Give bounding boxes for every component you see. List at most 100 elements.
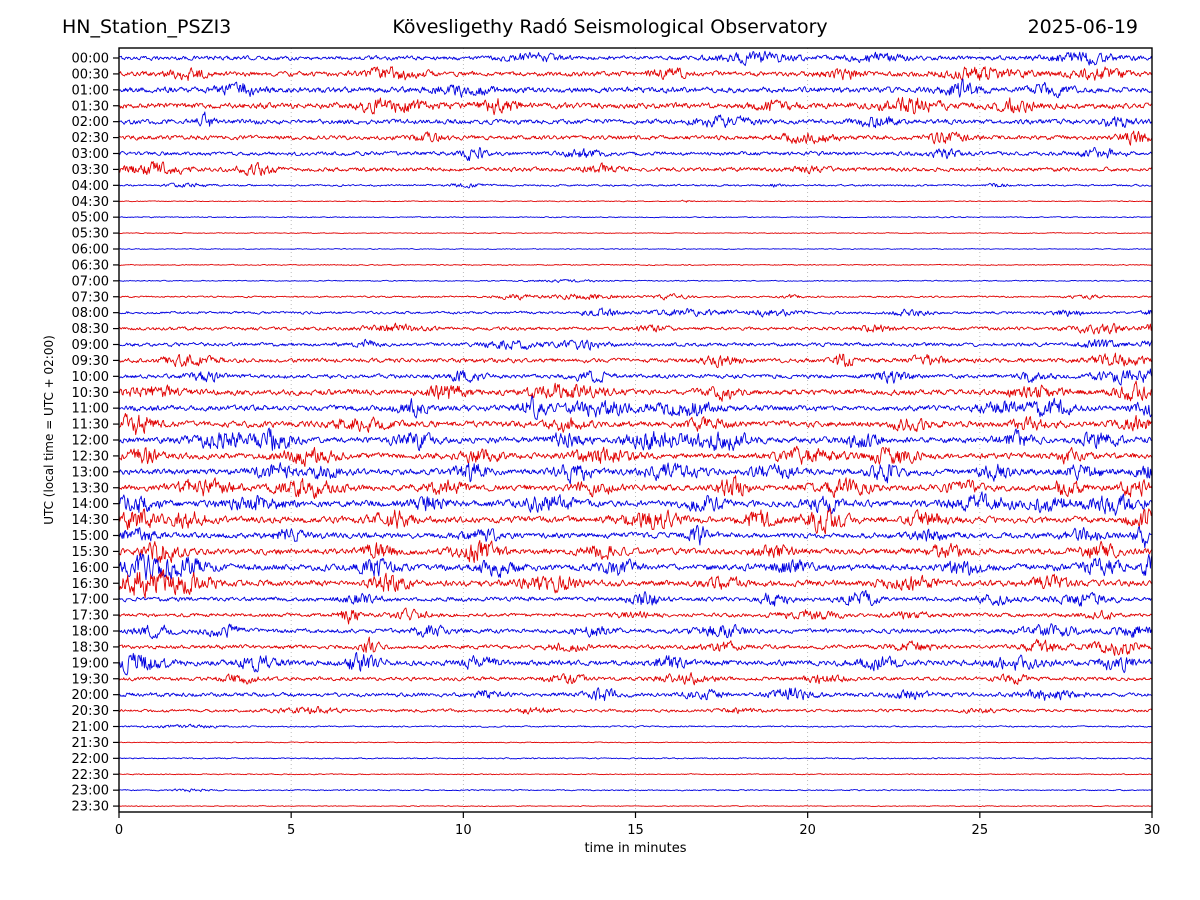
trace-row-14:00 — [118, 491, 1153, 516]
y-tick-label: 07:30 — [72, 290, 109, 305]
trace-row-17:00 — [118, 589, 1153, 607]
y-tick-label: 08:30 — [72, 322, 109, 337]
trace-row-03:00 — [118, 146, 1153, 162]
trace-row-23:30 — [118, 805, 1153, 808]
y-tick-label: 00:30 — [72, 67, 109, 82]
y-tick-label: 14:00 — [72, 497, 109, 512]
x-axis-label: time in minutes — [584, 841, 686, 856]
y-tick-label: 20:30 — [72, 704, 109, 719]
trace-row-05:00 — [118, 216, 1153, 219]
trace-row-21:00 — [118, 723, 1153, 729]
trace-row-20:00 — [118, 687, 1153, 702]
y-tick-label: 22:30 — [72, 768, 109, 783]
trace-row-02:30 — [118, 130, 1153, 146]
y-tick-label: 00:00 — [72, 52, 109, 67]
y-tick-label: 12:00 — [72, 434, 109, 449]
trace-row-11:30 — [118, 412, 1153, 436]
trace-row-07:30 — [118, 293, 1153, 301]
y-tick-label: 23:30 — [72, 800, 109, 815]
y-tick-label: 17:00 — [72, 593, 109, 608]
trace-row-13:00 — [118, 462, 1153, 485]
x-tick-label: 15 — [627, 823, 644, 838]
y-tick-label: 04:30 — [72, 195, 109, 210]
trace-row-16:00 — [118, 552, 1153, 581]
x-tick-label: 0 — [115, 823, 123, 838]
trace-row-22:30 — [118, 773, 1153, 776]
y-axis-label: UTC (local time = UTC + 02:00) — [42, 335, 56, 525]
y-tick-label: 23:00 — [72, 784, 109, 799]
y-tick-label: 10:30 — [72, 386, 109, 401]
y-tick-label: 15:00 — [72, 529, 109, 544]
trace-row-18:30 — [118, 636, 1153, 656]
y-tick-label: 05:30 — [72, 227, 109, 242]
trace-row-09:00 — [118, 338, 1153, 351]
y-tick-label: 02:00 — [72, 115, 109, 130]
y-tick-label: 13:30 — [72, 481, 109, 496]
trace-row-08:00 — [118, 307, 1153, 318]
trace-row-15:00 — [118, 524, 1153, 549]
trace-row-14:30 — [118, 507, 1153, 535]
y-tick-label: 11:00 — [72, 402, 109, 417]
trace-row-02:00 — [118, 111, 1153, 129]
y-tick-label: 03:00 — [72, 147, 109, 162]
x-tick-label: 20 — [799, 823, 816, 838]
y-tick-label: 10:00 — [72, 370, 109, 385]
plot-frame — [118, 47, 1153, 813]
trace-row-07:00 — [118, 279, 1153, 283]
trace-row-11:00 — [118, 395, 1153, 421]
trace-row-00:30 — [118, 66, 1153, 81]
y-tick-label: 08:00 — [72, 306, 109, 321]
trace-row-16:30 — [118, 569, 1153, 599]
trace-row-21:30 — [118, 741, 1153, 744]
trace-row-12:00 — [118, 427, 1153, 452]
y-tick-label: 18:30 — [72, 640, 109, 655]
y-tick-label: 06:00 — [72, 243, 109, 258]
y-tick-label: 12:30 — [72, 449, 109, 464]
y-tick-label: 03:30 — [72, 163, 109, 178]
trace-row-01:00 — [118, 78, 1153, 99]
y-tick-label: 16:00 — [72, 561, 109, 576]
trace-row-09:30 — [118, 352, 1153, 369]
trace-row-05:30 — [118, 232, 1153, 235]
y-tick-label: 11:30 — [72, 418, 109, 433]
trace-row-12:30 — [118, 445, 1153, 467]
y-tick-label: 18:00 — [72, 625, 109, 640]
y-tick-label: 19:00 — [72, 656, 109, 671]
y-tick-label: 01:00 — [72, 83, 109, 98]
y-tick-label: 16:30 — [72, 577, 109, 592]
y-tick-label: 20:00 — [72, 688, 109, 703]
trace-row-03:30 — [118, 160, 1153, 177]
trace-row-13:30 — [118, 475, 1153, 500]
trace-row-23:00 — [118, 788, 1153, 793]
trace-row-19:00 — [118, 652, 1153, 676]
y-tick-label: 09:30 — [72, 354, 109, 369]
x-tick-label: 25 — [972, 823, 989, 838]
y-tick-label: 04:00 — [72, 179, 109, 194]
y-tick-label: 06:30 — [72, 258, 109, 273]
y-tick-label: 01:30 — [72, 99, 109, 114]
y-tick-label: 07:00 — [72, 274, 109, 289]
trace-row-10:30 — [118, 380, 1153, 402]
y-tick-label: 13:00 — [72, 465, 109, 480]
trace-row-17:30 — [118, 607, 1153, 625]
x-tick-label: 10 — [455, 823, 472, 838]
trace-row-04:00 — [118, 182, 1153, 189]
y-tick-label: 15:30 — [72, 545, 109, 560]
trace-row-19:30 — [118, 672, 1153, 686]
trace-row-00:00 — [118, 50, 1153, 67]
y-tick-label: 21:30 — [72, 736, 109, 751]
x-tick-label: 5 — [287, 823, 295, 838]
y-tick-label: 02:30 — [72, 131, 109, 146]
observatory-title: Kövesligethy Radó Seismological Observat… — [392, 16, 828, 38]
trace-row-15:30 — [118, 539, 1153, 564]
date-title: 2025-06-19 — [1027, 16, 1138, 38]
trace-row-08:30 — [118, 322, 1153, 335]
y-tick-label: 21:00 — [72, 720, 109, 735]
trace-row-10:00 — [118, 368, 1153, 386]
trace-row-01:30 — [118, 96, 1153, 116]
trace-row-06:00 — [118, 248, 1153, 250]
trace-row-22:00 — [118, 757, 1153, 760]
y-tick-label: 05:00 — [72, 211, 109, 226]
